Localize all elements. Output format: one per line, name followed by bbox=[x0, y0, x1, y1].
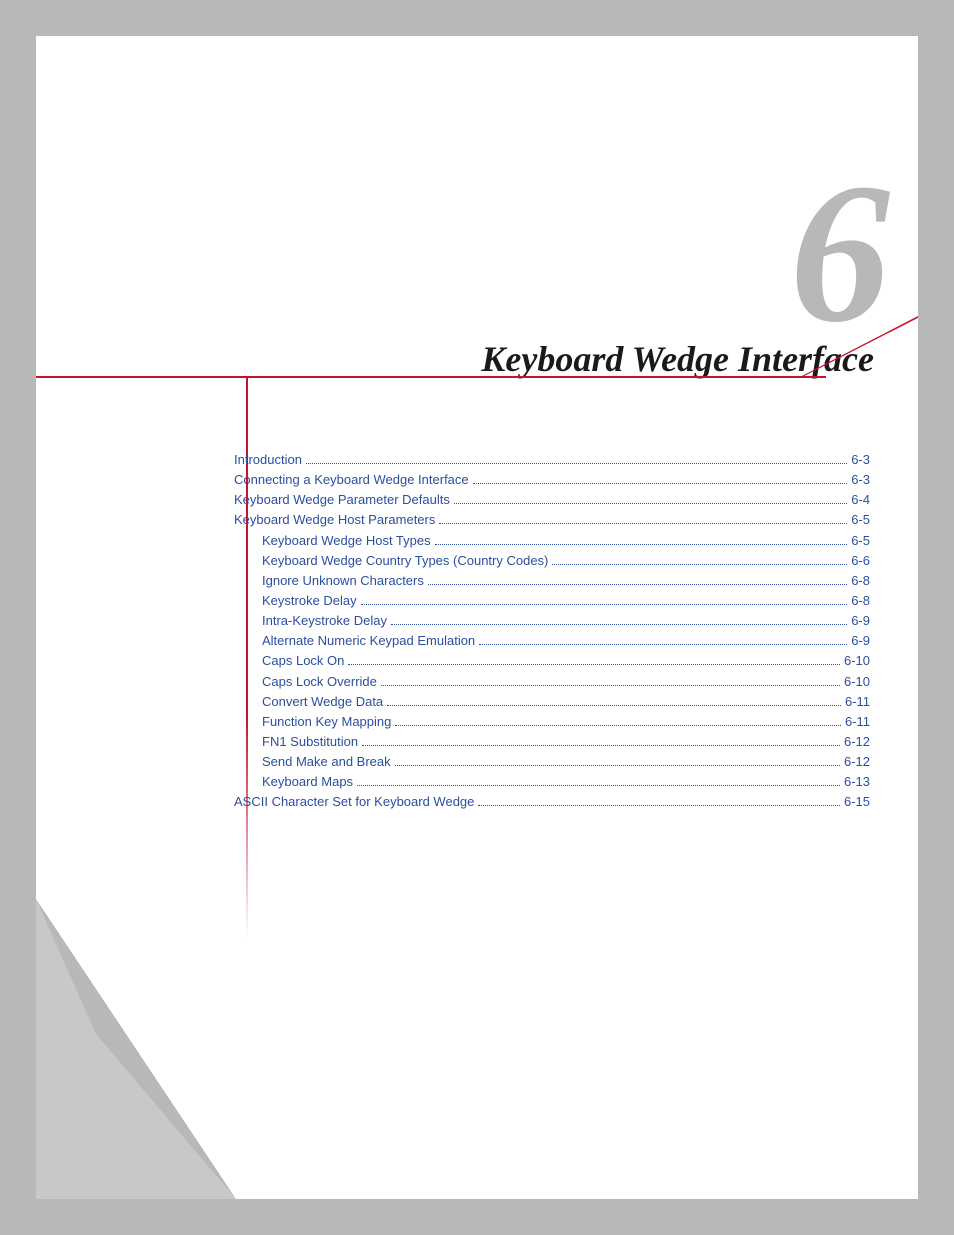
toc-entry-page: 6-15 bbox=[844, 792, 870, 812]
toc-entry-label: Keyboard Wedge Host Types bbox=[262, 531, 431, 551]
toc-entry-label: Keyboard Wedge Country Types (Country Co… bbox=[262, 551, 548, 571]
toc-entry-page: 6-10 bbox=[844, 651, 870, 671]
toc-entry[interactable]: Keyboard Wedge Country Types (Country Co… bbox=[234, 551, 870, 571]
toc-leader-dots bbox=[428, 584, 847, 585]
toc-entry[interactable]: Keyboard Maps 6-13 bbox=[234, 772, 870, 792]
toc-entry[interactable]: Caps Lock Override 6-10 bbox=[234, 672, 870, 692]
toc-entry-label: Send Make and Break bbox=[262, 752, 391, 772]
toc-entry[interactable]: Convert Wedge Data 6-11 bbox=[234, 692, 870, 712]
toc-entry-page: 6-3 bbox=[851, 470, 870, 490]
toc-leader-dots bbox=[387, 705, 841, 706]
table-of-contents: Introduction6-3Connecting a Keyboard Wed… bbox=[234, 450, 870, 813]
toc-entry-page: 6-5 bbox=[851, 510, 870, 530]
toc-entry[interactable]: Intra-Keystroke Delay 6-9 bbox=[234, 611, 870, 631]
page-curl-decoration bbox=[36, 899, 236, 1199]
toc-entry-label: Alternate Numeric Keypad Emulation bbox=[262, 631, 475, 651]
toc-leader-dots bbox=[454, 503, 847, 504]
toc-entry-page: 6-10 bbox=[844, 672, 870, 692]
toc-entry-page: 6-12 bbox=[844, 752, 870, 772]
toc-entry-page: 6-13 bbox=[844, 772, 870, 792]
toc-entry-page: 6-3 bbox=[851, 450, 870, 470]
page: 6 Keyboard Wedge Interface Introduction 6… bbox=[36, 36, 918, 1199]
toc-entry[interactable]: Alternate Numeric Keypad Emulation 6-9 bbox=[234, 631, 870, 651]
toc-leader-dots bbox=[381, 685, 840, 686]
toc-entry[interactable]: Keyboard Wedge Host Parameters 6-5 bbox=[234, 510, 870, 530]
toc-entry-label: Caps Lock Override bbox=[262, 672, 377, 692]
chapter-title: Keyboard Wedge Interface bbox=[481, 338, 874, 380]
toc-entry-label: FN1 Substitution bbox=[262, 732, 358, 752]
toc-entry[interactable]: Ignore Unknown Characters 6-8 bbox=[234, 571, 870, 591]
toc-entry-page: 6-11 bbox=[845, 692, 870, 712]
toc-entry[interactable]: Function Key Mapping 6-11 bbox=[234, 712, 870, 732]
toc-entry-page: 6-4 bbox=[851, 490, 870, 510]
toc-entry-label: Ignore Unknown Characters bbox=[262, 571, 424, 591]
toc-leader-dots bbox=[435, 544, 848, 545]
toc-entry[interactable]: Introduction 6-3 bbox=[234, 450, 870, 470]
toc-leader-dots bbox=[552, 564, 847, 565]
toc-leader-dots bbox=[348, 664, 840, 665]
toc-entry-label: Keyboard Wedge Host Parameters bbox=[234, 510, 435, 530]
toc-leader-dots bbox=[395, 765, 840, 766]
toc-leader-dots bbox=[395, 725, 841, 726]
toc-leader-dots bbox=[362, 745, 840, 746]
toc-leader-dots bbox=[439, 523, 847, 524]
toc-leader-dots bbox=[361, 604, 848, 605]
toc-entry-label: Introduction bbox=[234, 450, 302, 470]
toc-entry-label: Keyboard Wedge Parameter Defaults bbox=[234, 490, 450, 510]
toc-leader-dots bbox=[479, 644, 847, 645]
toc-entry-label: Keyboard Maps bbox=[262, 772, 353, 792]
toc-entry-label: Connecting a Keyboard Wedge Interface bbox=[234, 470, 469, 490]
toc-entry-page: 6-5 bbox=[851, 531, 870, 551]
toc-entry-label: ASCII Character Set for Keyboard Wedge bbox=[234, 792, 474, 812]
toc-entry-page: 6-9 bbox=[851, 631, 870, 651]
toc-leader-dots bbox=[473, 483, 848, 484]
toc-leader-dots bbox=[478, 805, 840, 806]
toc-entry[interactable]: Caps Lock On 6-10 bbox=[234, 651, 870, 671]
toc-entry-page: 6-6 bbox=[851, 551, 870, 571]
toc-entry[interactable]: Keyboard Wedge Host Types 6-5 bbox=[234, 531, 870, 551]
toc-entry-label: Caps Lock On bbox=[262, 651, 344, 671]
toc-entry-label: Intra-Keystroke Delay bbox=[262, 611, 387, 631]
toc-entry-page: 6-12 bbox=[844, 732, 870, 752]
toc-entry-label: Function Key Mapping bbox=[262, 712, 391, 732]
toc-entry[interactable]: Keystroke Delay 6-8 bbox=[234, 591, 870, 611]
toc-leader-dots bbox=[391, 624, 847, 625]
toc-leader-dots bbox=[357, 785, 840, 786]
chapter-number: 6 bbox=[790, 154, 882, 354]
toc-entry-page: 6-8 bbox=[851, 591, 870, 611]
toc-entry-page: 6-11 bbox=[845, 712, 870, 732]
toc-entry[interactable]: FN1 Substitution 6-12 bbox=[234, 732, 870, 752]
toc-entry[interactable]: Keyboard Wedge Parameter Defaults 6-4 bbox=[234, 490, 870, 510]
toc-entry-page: 6-9 bbox=[851, 611, 870, 631]
toc-entry[interactable]: Connecting a Keyboard Wedge Interface 6-3 bbox=[234, 470, 870, 490]
toc-entry-page: 6-8 bbox=[851, 571, 870, 591]
title-rule bbox=[36, 376, 826, 378]
toc-entry[interactable]: Send Make and Break 6-12 bbox=[234, 752, 870, 772]
toc-leader-dots bbox=[306, 463, 847, 464]
toc-entry[interactable]: ASCII Character Set for Keyboard Wedge 6-… bbox=[234, 792, 870, 812]
toc-entry-label: Convert Wedge Data bbox=[262, 692, 383, 712]
toc-entry-label: Keystroke Delay bbox=[262, 591, 357, 611]
